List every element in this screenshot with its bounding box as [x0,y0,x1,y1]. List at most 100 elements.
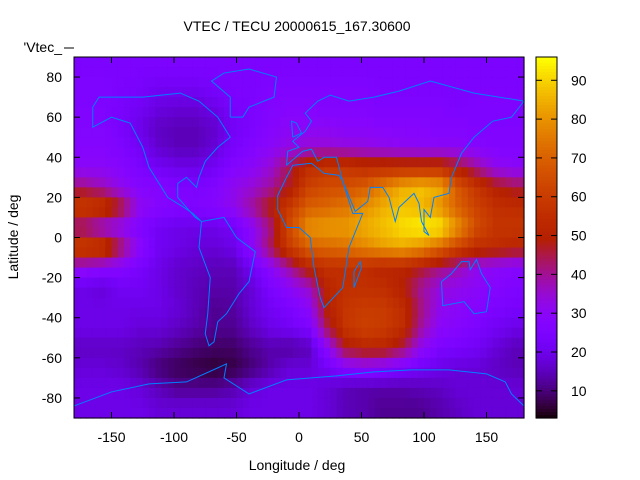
heatmap-cell [280,337,288,349]
heatmap-cell [317,377,325,389]
heatmap-cell [280,57,288,68]
heatmap-cell [92,247,100,259]
heatmap-cell [317,97,325,108]
heatmap-cell [249,57,256,68]
heatmap-cell [130,207,138,219]
heatmap-cell [174,327,181,339]
heatmap-cell [449,57,456,68]
heatmap-cell [380,357,388,369]
heatmap-cell [174,317,181,329]
heatmap-cell [236,397,244,409]
heatmap-cell [405,147,413,158]
heatmap-cell [399,117,406,128]
heatmap-cell [455,187,463,198]
heatmap-cell [242,367,250,379]
heatmap-cell [167,297,175,309]
heatmap-cell [149,257,156,269]
heatmap-cell [399,347,406,359]
heatmap-cell [392,387,400,399]
heatmap-cell [336,187,344,198]
heatmap-cell [142,347,150,359]
heatmap-cell [74,157,81,168]
heatmap-cell [155,237,163,249]
heatmap-cell [442,307,450,319]
heatmap-cell [217,267,225,279]
heatmap-cell [411,87,419,98]
heatmap-cell [411,297,419,309]
heatmap-cell [305,187,313,198]
heatmap-cell [205,57,213,68]
heatmap-cell [492,57,500,68]
heatmap-cell [367,157,375,168]
heatmap-cell [467,107,475,118]
heatmap-cell [411,97,419,108]
heatmap-cell [442,87,450,98]
heatmap-cell [411,397,419,409]
heatmap-cell [142,397,150,409]
heatmap-cell [274,207,281,219]
heatmap-cell [486,257,494,269]
heatmap-cell [424,377,431,389]
heatmap-cell [299,387,306,399]
heatmap-cell [236,77,244,88]
heatmap-cell [111,267,119,279]
heatmap-cell [249,197,256,209]
heatmap-cell [324,327,331,339]
heatmap-cell [149,67,156,78]
colorbar-tick-label: 40 [571,266,587,282]
heatmap-cell [367,337,375,349]
heatmap-cell [311,207,319,219]
heatmap-cell [117,247,125,259]
heatmap-cell [486,337,494,349]
heatmap-cell [286,237,294,249]
colorbar [536,57,557,419]
heatmap-cell [399,157,406,168]
heatmap-cell [142,277,150,289]
heatmap-cell [367,277,375,289]
heatmap-cell [117,127,125,138]
heatmap-cell [455,177,463,188]
heatmap-cell [186,237,194,249]
heatmap-cell [292,317,300,329]
heatmap-cell [136,167,144,178]
heatmap-cell [474,317,481,329]
heatmap-cell [324,247,331,259]
heatmap-cell [111,387,119,399]
heatmap-cell [367,287,375,299]
heatmap-cell [442,387,450,399]
heatmap-cell [105,317,113,329]
y-tick-label: -60 [42,350,62,366]
heatmap-cell [449,237,456,249]
heatmap-cell [330,237,338,249]
heatmap-cell [374,387,381,399]
heatmap-cell [117,257,125,269]
heatmap-cell [511,197,519,209]
heatmap-cell [149,347,156,359]
heatmap-cell [211,97,219,108]
chart-title: VTEC / TECU 20000615_167.30600 [183,18,410,34]
heatmap-cell [80,197,88,209]
heatmap-cell [105,367,113,379]
heatmap-cell [299,207,306,219]
heatmap-cell [367,297,375,309]
heatmap-cell [280,237,288,249]
heatmap-cell [280,257,288,269]
colorbar-segment [536,141,557,145]
heatmap-cell [155,367,163,379]
heatmap-cell [367,357,375,369]
heatmap-cell [355,157,363,168]
heatmap-cell [355,297,363,309]
heatmap-cell [161,107,169,118]
heatmap-cell [205,107,213,118]
heatmap-cell [267,197,275,209]
heatmap-cell [467,267,475,279]
heatmap-cell [205,327,213,339]
heatmap-cell [205,227,213,239]
heatmap-cell [305,367,313,379]
heatmap-cell [180,307,188,319]
colorbar-segment [536,198,557,202]
heatmap-cell [261,227,269,239]
heatmap-cell [111,317,119,329]
heatmap-cell [224,377,231,389]
heatmap-cell [492,297,500,309]
